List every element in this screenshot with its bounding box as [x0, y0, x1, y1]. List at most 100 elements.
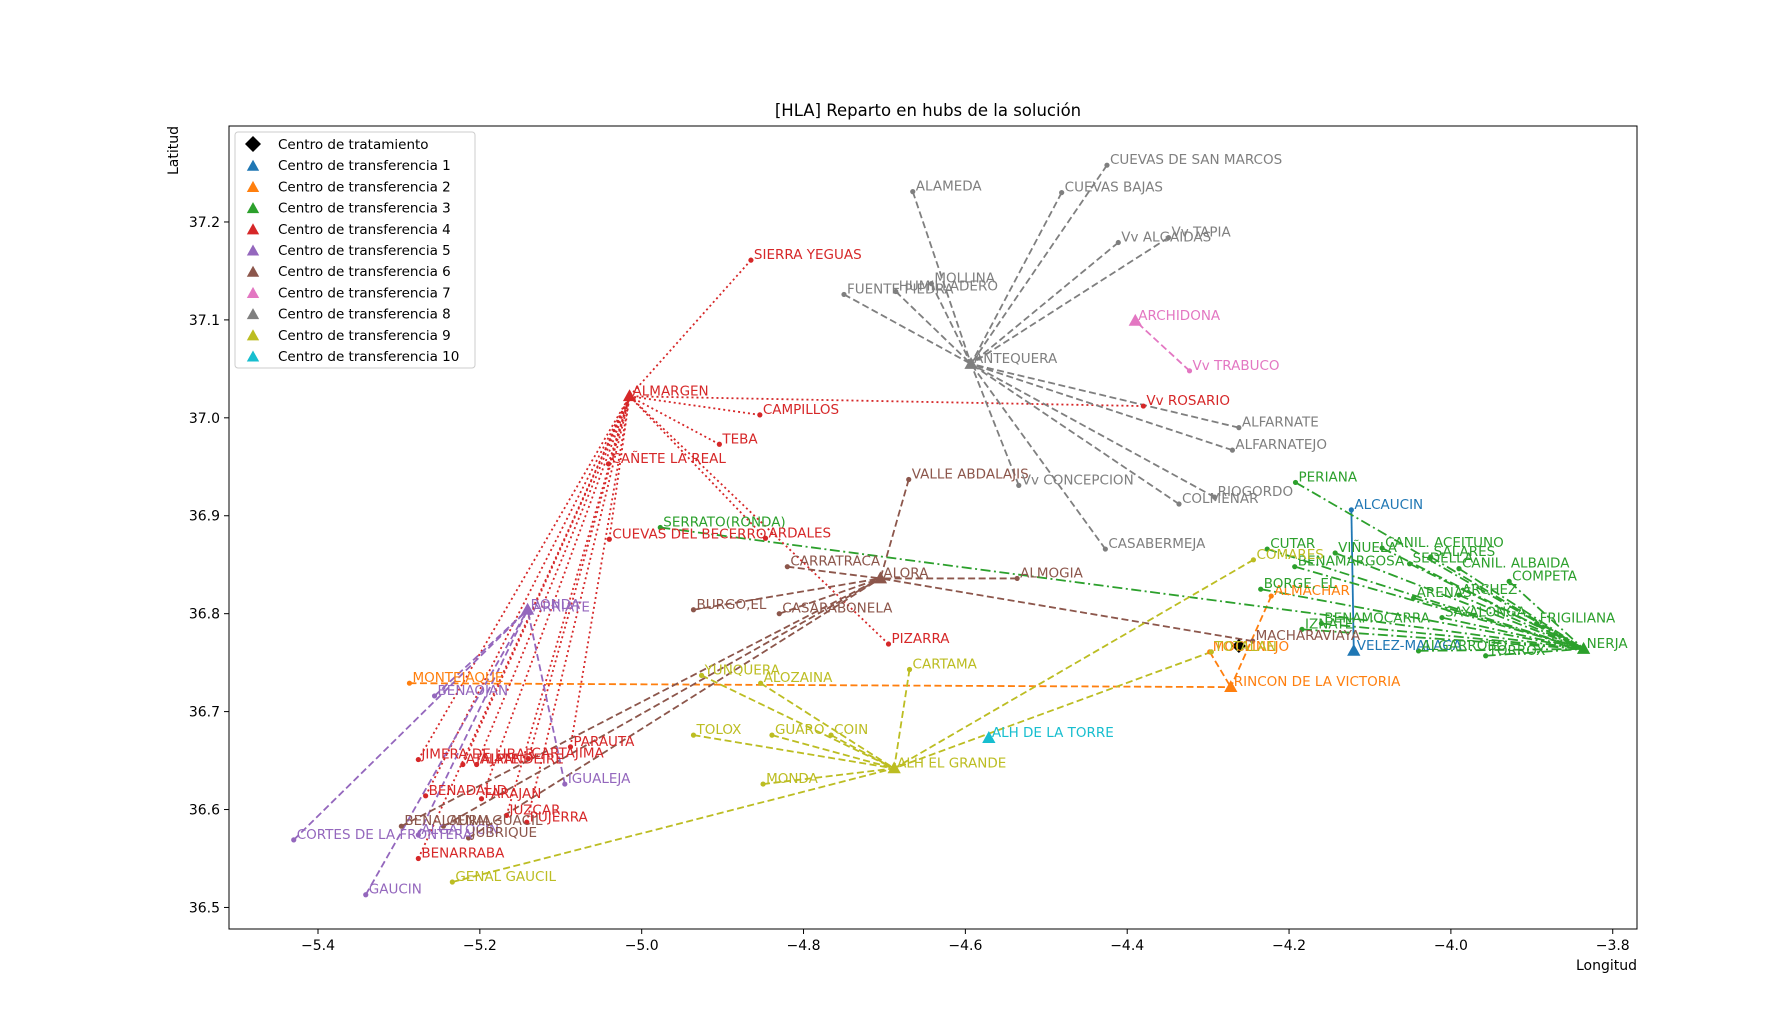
legend-marker [246, 286, 260, 298]
town-label: MONDA [766, 771, 819, 787]
town-label: ARRIATE [533, 600, 590, 616]
edge-line [970, 363, 1240, 429]
town-point [1264, 546, 1270, 552]
town-label: FRIGILIANA [1540, 610, 1616, 626]
town-label: ALFARNATE [1242, 415, 1319, 431]
legend: Centro de tratamiento Centro de transfere… [234, 131, 476, 369]
town-point [690, 732, 697, 738]
legend-marker [246, 308, 260, 320]
edge-line [660, 526, 1584, 650]
legend-label: Centro de transferencia 10 [278, 349, 459, 365]
town-point [363, 892, 369, 898]
edge-line [701, 674, 895, 770]
town-point [1415, 648, 1422, 654]
town-point [828, 732, 834, 738]
town-label: CASARABONELA [782, 601, 893, 617]
town-label: VIÑUELA [1338, 539, 1398, 556]
edge-line [468, 577, 881, 839]
edge-line [970, 192, 1063, 365]
town-label: COMARES [1256, 547, 1323, 563]
town-point [1176, 501, 1182, 507]
town-label: YUNQUERA [704, 662, 781, 678]
y-tick-label: 37.2 [189, 215, 220, 231]
y-tick-label: 37.0 [189, 411, 220, 427]
town-point [1439, 614, 1445, 621]
town-point [1292, 564, 1298, 570]
data-points [291, 162, 1591, 898]
legend-marker [246, 202, 260, 214]
edge-line [893, 669, 911, 769]
edge-line [629, 395, 1144, 407]
edge-line [417, 395, 631, 761]
town-label: COLMENAR [1182, 491, 1258, 507]
hub-label: VELEZ-MALAGA [1357, 638, 1463, 654]
y-axis-ticks: 36.5 36.6 36.7 36.8 36.9 37.0 37.1 37.2 [189, 215, 229, 916]
x-tick-label: −3.8 [1596, 938, 1630, 954]
town-label: ALGARROBO [1422, 638, 1508, 654]
town-label: CAMPILLOS [763, 402, 839, 418]
y-tick-label: 36.5 [189, 900, 220, 916]
town-point [1250, 557, 1257, 563]
legend-label: Centro de tratamiento [278, 137, 429, 153]
town-label: ARENAS [1417, 585, 1472, 601]
town-point [474, 761, 480, 768]
town-label: ALMOGIA [1020, 565, 1083, 581]
town-label: BENAMARGOSA [1298, 554, 1405, 570]
hub-marker [873, 571, 888, 584]
edge-line [787, 565, 881, 580]
town-point [1428, 554, 1434, 560]
legend-marker [246, 223, 260, 235]
edge-line [1229, 595, 1273, 688]
town-point [1250, 638, 1256, 644]
edge-line [893, 559, 1254, 770]
town-point [784, 564, 790, 570]
edge-line [893, 651, 1212, 770]
town-point [1186, 368, 1193, 374]
edge-line [970, 363, 1233, 451]
town-point [1292, 479, 1299, 486]
town-point [906, 666, 913, 673]
edge-line [930, 283, 972, 365]
edge-line [1508, 580, 1585, 650]
edge-line [526, 609, 566, 785]
edge-line [1295, 481, 1585, 650]
town-label: TORROX [1488, 643, 1546, 659]
town-label: CUEVAS BAJAS [1065, 180, 1163, 196]
edge-line [629, 395, 720, 446]
town-label: BENAMOCARRA [1324, 610, 1430, 626]
edge-line [452, 767, 895, 883]
edge-line [1485, 648, 1584, 657]
edge-line [1294, 565, 1584, 650]
edge-line [1266, 548, 1584, 650]
town-point [606, 536, 612, 542]
legend-marker [246, 265, 260, 277]
legend-label: Centro de transferencia 2 [278, 179, 451, 195]
town-label: ALPANDEIRE [480, 751, 564, 767]
edge-line [970, 236, 1169, 365]
hub-label: RINCON DE LA VICTORIA [1234, 674, 1401, 690]
edge-line [879, 479, 910, 579]
edge-line [1350, 509, 1355, 651]
legend-label: Centro de transferencia 7 [278, 285, 451, 301]
hub-marker [1224, 680, 1238, 693]
town-label: MACHARAVIAYA [1256, 628, 1361, 644]
legend-marker [246, 159, 260, 171]
hub-marker [1347, 643, 1361, 656]
edge-line [364, 609, 529, 896]
edge-line [1321, 622, 1584, 650]
hub-label: NERJA [1587, 636, 1629, 652]
edge-line [400, 577, 881, 827]
town-label: COIN [834, 722, 868, 738]
town-point [893, 288, 899, 295]
legend-marker [245, 136, 261, 152]
town-point [524, 819, 530, 825]
town-point [406, 680, 413, 686]
town-label: GAUCIN [369, 882, 422, 898]
town-point [1332, 550, 1338, 556]
hub-marker [1576, 641, 1591, 654]
hub-marker [887, 761, 901, 774]
town-label: ALOZAINA [764, 670, 833, 686]
town-point [605, 461, 612, 467]
y-tick-label: 36.6 [189, 803, 220, 819]
treatment-center-marker [1231, 638, 1246, 653]
